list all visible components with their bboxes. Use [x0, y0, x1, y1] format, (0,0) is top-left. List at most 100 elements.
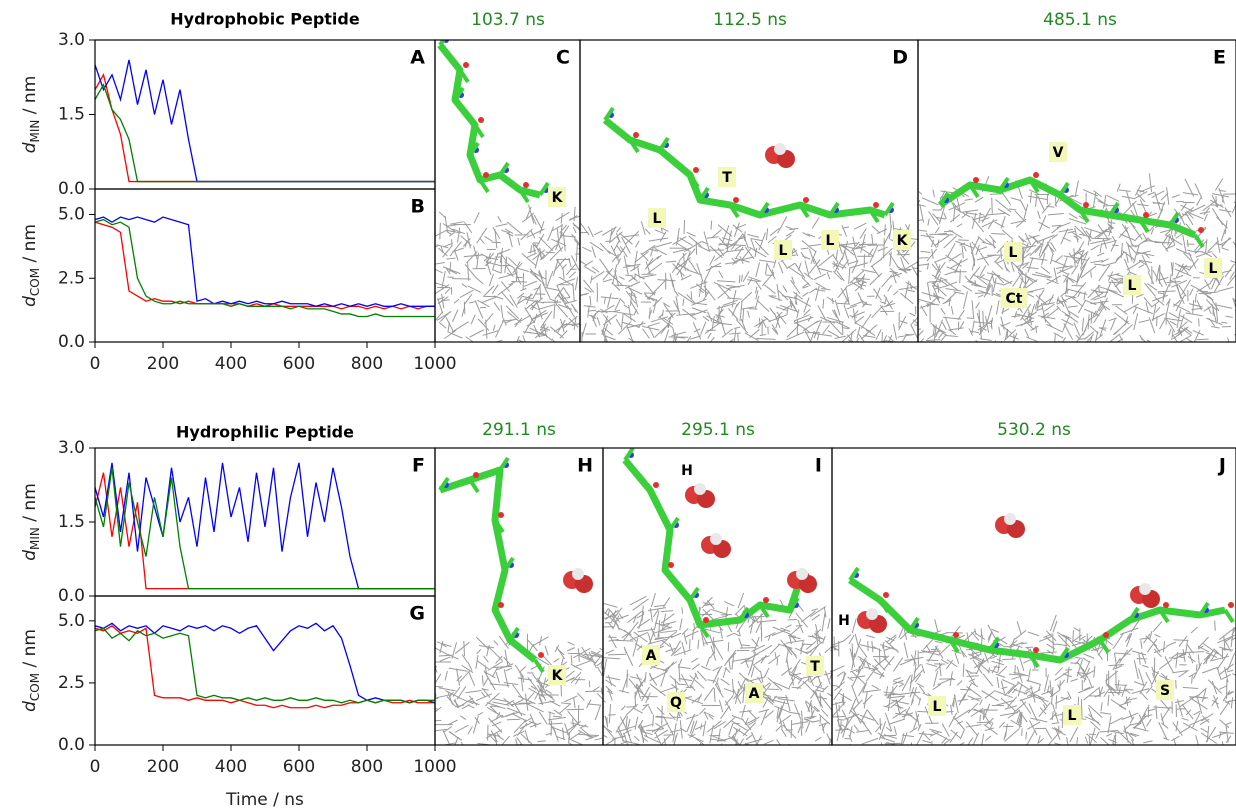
lipid — [1173, 640, 1188, 641]
lipid — [1114, 653, 1130, 654]
lipid — [935, 619, 938, 632]
lipid — [1038, 316, 1055, 319]
lipid — [703, 266, 712, 284]
lipid — [934, 258, 946, 263]
lipid — [1031, 326, 1039, 330]
solvent-atom — [710, 533, 722, 545]
lipid — [1181, 718, 1188, 720]
lipid — [1017, 621, 1021, 635]
lipid — [590, 296, 591, 306]
lipid — [759, 260, 775, 262]
lipid — [1055, 668, 1062, 676]
lipid — [646, 693, 651, 703]
lipid — [477, 300, 489, 307]
lipid — [926, 645, 930, 651]
lipid — [430, 230, 447, 239]
lipid — [738, 681, 742, 689]
lipid — [506, 668, 512, 671]
x-tick-label: 800 — [351, 354, 383, 374]
lipid — [968, 696, 980, 701]
lipid — [585, 261, 593, 266]
lipid — [1171, 736, 1179, 740]
lipid — [1189, 304, 1202, 308]
lipid — [567, 648, 575, 651]
lipid — [1231, 697, 1232, 708]
lipid — [662, 735, 670, 744]
atom — [1163, 602, 1169, 608]
lipid — [643, 732, 653, 735]
lipid — [825, 671, 830, 684]
lipid — [835, 729, 848, 730]
lipid — [1052, 234, 1058, 238]
lipid — [872, 234, 873, 244]
lipid — [801, 248, 809, 249]
lipid — [978, 744, 984, 762]
lipid — [728, 308, 738, 319]
lipid — [719, 271, 723, 278]
panel-letter: E — [1213, 47, 1226, 69]
residue-label: T — [810, 659, 820, 675]
lipid — [569, 272, 576, 278]
lipid — [1179, 697, 1195, 708]
lipid — [1139, 186, 1155, 193]
lipid — [759, 709, 769, 712]
lipid — [617, 228, 621, 233]
lipid — [547, 271, 553, 288]
lipid — [639, 275, 656, 278]
lipid — [1228, 338, 1231, 349]
lipid — [893, 291, 898, 295]
lipid — [657, 707, 664, 714]
lipid — [743, 309, 744, 322]
lipid — [507, 708, 525, 715]
lipid — [787, 308, 788, 315]
snapshot-time: 112.5 ns — [713, 10, 787, 30]
lipid — [573, 227, 576, 233]
lipid — [1027, 267, 1039, 268]
lipid — [619, 690, 629, 693]
lipid — [750, 652, 755, 671]
lipid — [498, 216, 502, 222]
lipid — [972, 300, 974, 318]
lipid — [759, 318, 760, 325]
lipid — [647, 256, 659, 266]
lipid — [524, 318, 533, 334]
lipid — [1131, 243, 1136, 247]
lipid — [933, 283, 946, 296]
lipid — [858, 292, 864, 306]
lipid — [678, 684, 686, 685]
lipid — [727, 633, 735, 636]
lipid — [505, 650, 508, 667]
lipid — [862, 721, 872, 735]
residue-label: S — [1160, 683, 1170, 699]
atom — [873, 202, 879, 208]
lipid — [484, 656, 489, 662]
lipid — [774, 697, 788, 698]
lipid — [741, 292, 752, 302]
lipid — [1019, 236, 1024, 243]
lipid — [968, 703, 978, 713]
lipid — [957, 742, 964, 746]
lipid — [1134, 660, 1138, 679]
lipid — [577, 693, 584, 700]
lipid — [1139, 320, 1149, 322]
lipid — [599, 697, 606, 703]
lipid — [986, 213, 1005, 215]
y-axis-label: dCOM / nm — [20, 629, 42, 712]
lipid — [492, 285, 498, 294]
lipid — [649, 706, 653, 714]
lipid — [963, 663, 964, 676]
lipid — [762, 272, 774, 286]
x-tick-label: 0 — [90, 757, 101, 777]
lipid — [1157, 203, 1165, 204]
lipid — [745, 333, 759, 341]
lipid — [968, 654, 985, 661]
lipid — [507, 719, 520, 720]
lipid — [1038, 222, 1049, 228]
lipid — [812, 609, 818, 611]
atom — [1033, 647, 1039, 653]
lipid — [1017, 713, 1020, 723]
lipid — [1139, 654, 1140, 665]
lipid — [957, 224, 962, 227]
lipid — [1172, 331, 1173, 340]
lipid — [918, 341, 930, 355]
